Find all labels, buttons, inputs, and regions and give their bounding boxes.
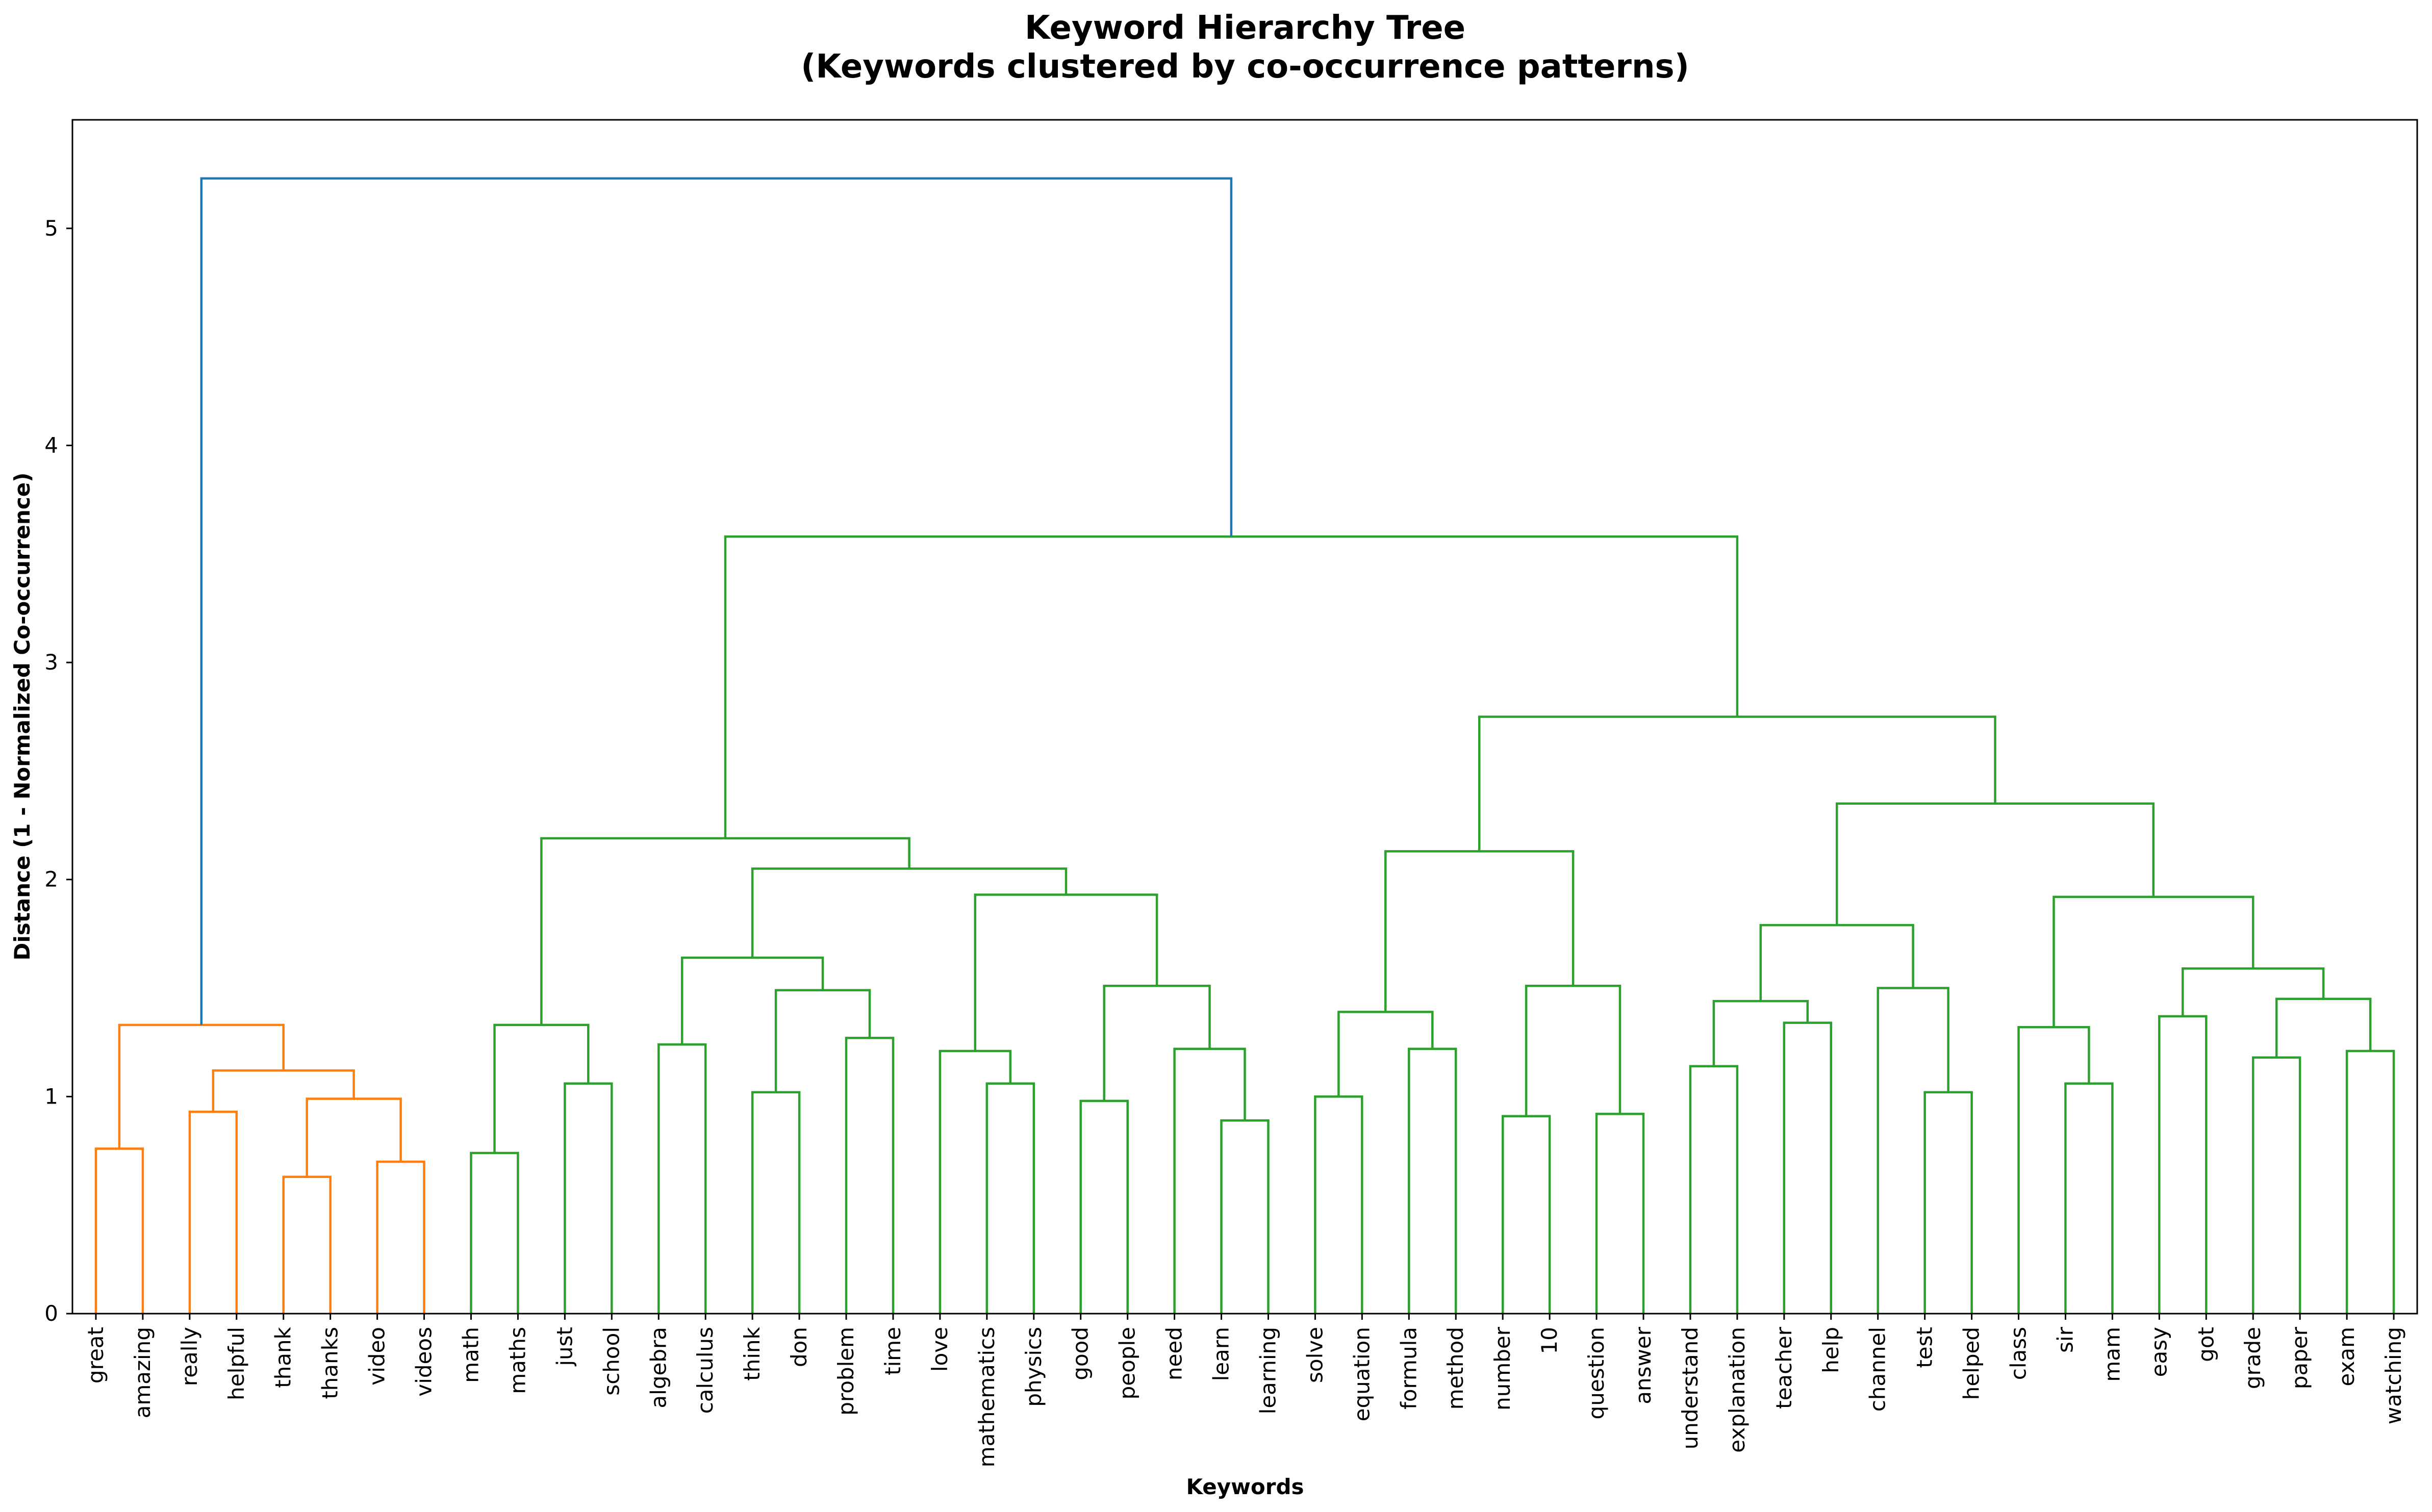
x-axis: great amazing really helpful thank thanks vide… <box>83 1314 2406 1467</box>
leaf-label-mathematics: mathematics <box>974 1327 999 1467</box>
leaf-label-got: got <box>2193 1327 2218 1362</box>
dendrogram-link-49 <box>200 177 1233 1025</box>
leaf-label-think: think <box>740 1326 765 1380</box>
chart-title: Keyword Hierarchy Tree <box>1025 9 1465 47</box>
leaf-label-mam: mam <box>2099 1327 2124 1382</box>
leaf-label-understand: understand <box>1678 1327 1703 1449</box>
leaf-label-amazing: amazing <box>130 1327 155 1418</box>
plot-frame <box>71 119 2418 1315</box>
leaf-label-algebra: algebra <box>646 1327 671 1408</box>
leaf-label-learn: learn <box>1209 1327 1234 1381</box>
y-tick-label: 2 <box>44 867 58 892</box>
leaf-label-thank: thank <box>271 1326 296 1388</box>
leaf-label-love: love <box>927 1327 952 1372</box>
leaf-label-channel: channel <box>1865 1327 1890 1412</box>
leaf-label-helpful: helpful <box>224 1327 249 1400</box>
leaf-label-thanks: thanks <box>318 1327 343 1399</box>
y-tick-label: 5 <box>44 216 58 241</box>
leaf-label-number: number <box>1490 1326 1515 1411</box>
leaf-label-teacher: teacher <box>1771 1326 1796 1409</box>
leaf-label-explanation: explanation <box>1725 1327 1750 1453</box>
y-axis-label: Distance (1 - Normalized Co-occurrence) <box>10 473 35 961</box>
leaf-label-sir: sir <box>2053 1326 2078 1353</box>
y-tick-label: 4 <box>44 432 58 457</box>
leaf-label-maths: maths <box>505 1327 530 1394</box>
leaf-label-question: question <box>1584 1327 1609 1419</box>
leaf-label-paper: paper <box>2287 1326 2312 1389</box>
leaf-label-really: really <box>177 1327 202 1386</box>
leaf-label-watching: watching <box>2381 1327 2406 1424</box>
leaf-label-helped: helped <box>1959 1327 1984 1400</box>
y-axis: 0 1 2 3 4 5 <box>44 216 72 1326</box>
leaf-label-easy: easy <box>2146 1327 2171 1377</box>
leaf-label-need: need <box>1162 1327 1187 1380</box>
chart-subtitle: (Keywords clustered by co-occurrence pat… <box>801 48 1689 86</box>
dendrogram-links <box>94 177 2395 1314</box>
y-tick-label: 3 <box>44 650 58 675</box>
leaf-label-don: don <box>787 1327 812 1367</box>
leaf-label-test: test <box>1912 1327 1937 1368</box>
leaf-label-videos: videos <box>412 1327 437 1397</box>
leaf-label-time: time <box>880 1327 905 1375</box>
leaf-label-just: just <box>552 1327 577 1367</box>
leaf-label-great: great <box>83 1327 108 1383</box>
x-axis-label: Keywords <box>1186 1474 1304 1499</box>
leaf-label-problem: problem <box>833 1327 858 1416</box>
leaf-label-physics: physics <box>1021 1327 1046 1407</box>
leaf-label-method: method <box>1443 1327 1468 1410</box>
leaf-label-exam: exam <box>2334 1327 2359 1387</box>
leaf-label-help: help <box>1818 1327 1843 1373</box>
leaf-label-video: video <box>365 1327 390 1386</box>
leaf-label-good: good <box>1068 1327 1093 1380</box>
leaf-label-10: 10 <box>1537 1327 1562 1354</box>
y-tick-label: 1 <box>44 1084 58 1109</box>
leaf-label-solve: solve <box>1302 1327 1327 1383</box>
leaf-label-class: class <box>2006 1327 2031 1380</box>
leaf-label-school: school <box>599 1327 624 1396</box>
leaf-label-answer: answer <box>1631 1326 1656 1404</box>
leaf-label-math: math <box>459 1327 484 1383</box>
leaf-label-learning: learning <box>1256 1327 1281 1414</box>
leaf-label-calculus: calculus <box>693 1327 718 1414</box>
leaf-label-equation: equation <box>1349 1327 1374 1421</box>
leaf-label-people: people <box>1115 1327 1140 1399</box>
leaf-label-grade: grade <box>2240 1327 2265 1389</box>
y-tick-label: 0 <box>44 1301 58 1326</box>
leaf-label-formula: formula <box>1396 1327 1421 1410</box>
